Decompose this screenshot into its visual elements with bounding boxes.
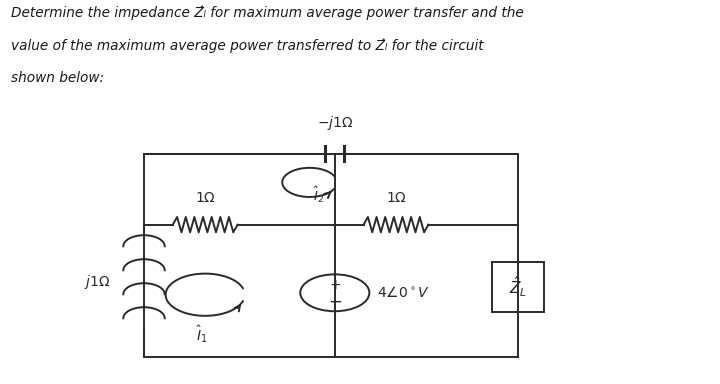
Text: $4\angle 0^\circ V$: $4\angle 0^\circ V$ <box>377 285 429 300</box>
Text: $1\Omega$: $1\Omega$ <box>385 192 407 205</box>
Text: shown below:: shown below: <box>11 71 104 85</box>
Text: $+$: $+$ <box>329 278 341 292</box>
Text: $-$: $-$ <box>328 291 342 310</box>
Text: value of the maximum average power transferred to Ẑₗ for the circuit: value of the maximum average power trans… <box>11 38 483 53</box>
Text: $\hat{I}_2$: $\hat{I}_2$ <box>313 184 324 205</box>
Text: $j1\Omega$: $j1\Omega$ <box>84 273 110 291</box>
Text: $-j1\Omega$: $-j1\Omega$ <box>317 114 353 132</box>
Text: $\hat{Z}_L$: $\hat{Z}_L$ <box>509 275 528 300</box>
Text: Determine the impedance Ẑₗ for maximum average power transfer and the: Determine the impedance Ẑₗ for maximum … <box>11 6 523 20</box>
Text: $\hat{I}_1$: $\hat{I}_1$ <box>196 323 207 345</box>
FancyBboxPatch shape <box>492 262 544 312</box>
Text: $1\Omega$: $1\Omega$ <box>194 192 216 205</box>
